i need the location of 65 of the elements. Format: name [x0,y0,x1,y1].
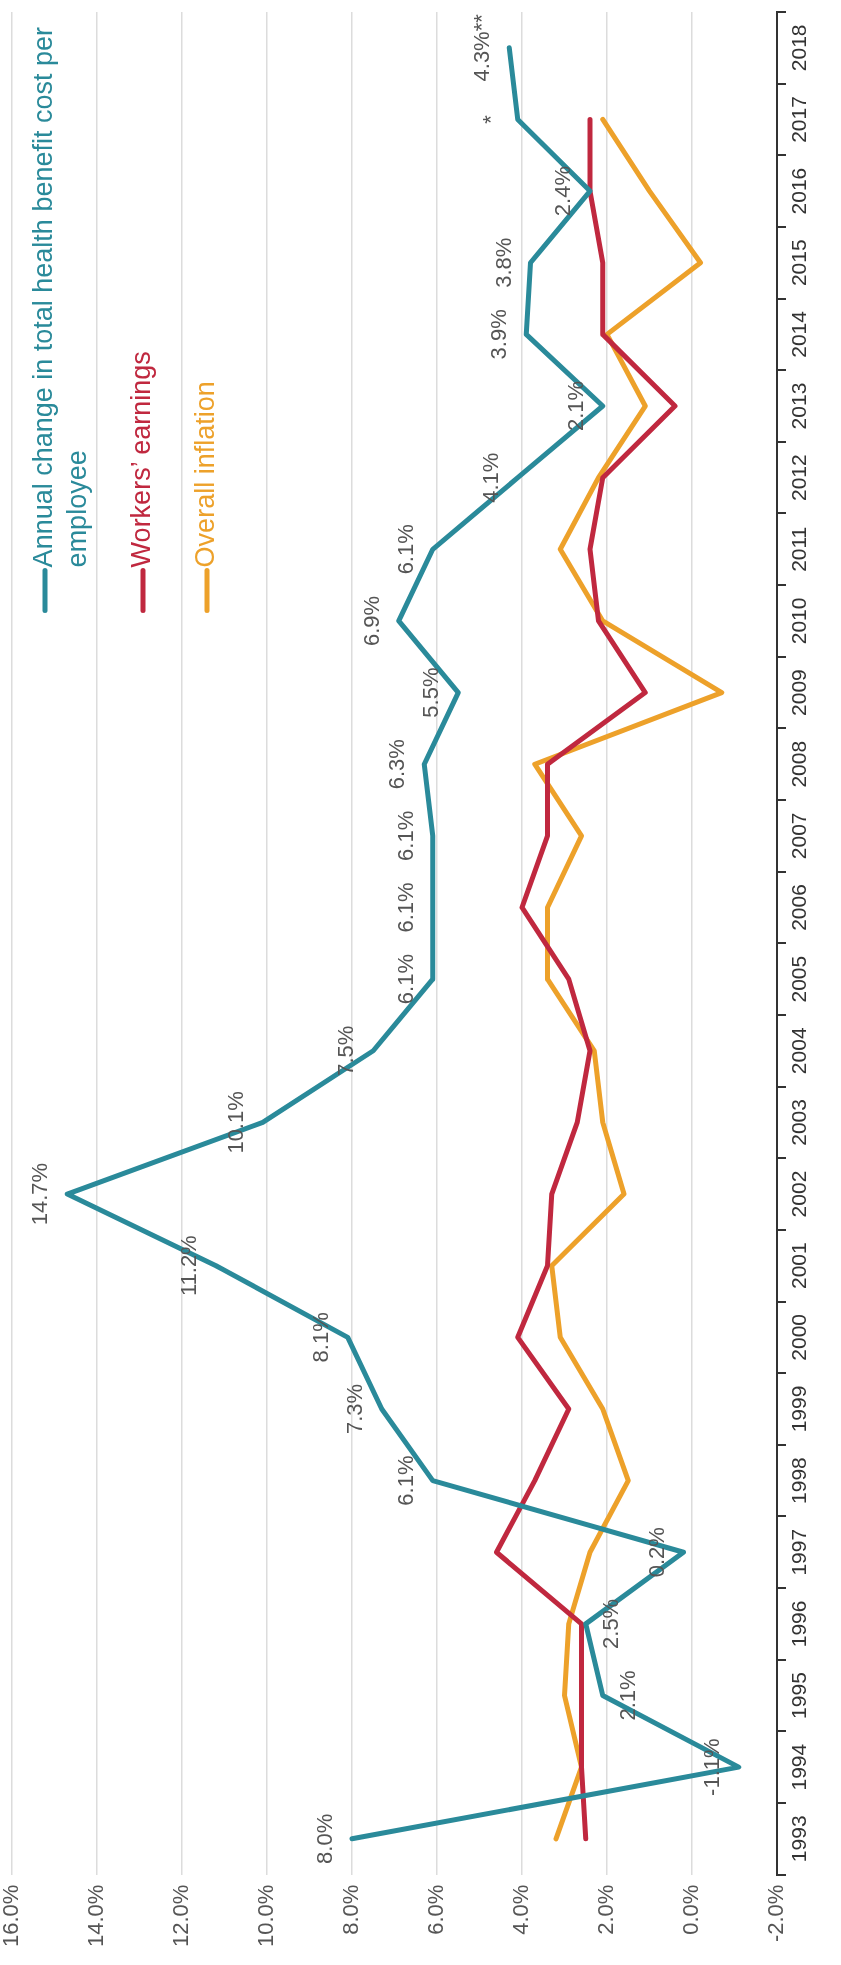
y-tick-label: 1996 [787,1600,811,1648]
x-tick-label: 8.0% [338,1884,364,1935]
y-tick-label: 2009 [787,669,811,716]
y-tick-label: 1993 [787,1815,811,1863]
y-tick-label: 2002 [787,1170,811,1218]
x-tick-label: 16.0% [0,1884,24,1948]
data-label: 3.9% [486,309,512,360]
data-label: 5.5% [418,667,444,718]
data-label: 10.1% [222,1091,248,1154]
data-label: 4.1% [477,452,503,503]
y-tick-label: 2015 [787,239,811,287]
data-label: 0.2% [643,1527,669,1578]
data-label: 4.3%** [469,13,495,82]
y-tick-label: 2007 [787,812,811,860]
text: Annual change in total health benefit cost per employee [28,26,93,568]
data-label: 8.0% [312,1813,338,1864]
y-tick-label: 2005 [787,955,811,1003]
y-tick-label: 2016 [787,167,811,215]
data-label: 2.1% [614,1670,640,1721]
y-tick-label: 2008 [787,740,811,788]
y-tick-label: 2011 [787,526,811,572]
y-tick-label: 2018 [787,24,811,72]
y-tick-label: 2000 [787,1313,811,1361]
y-tick-label: 2012 [787,454,811,502]
x-tick-label: 6.0% [423,1884,449,1935]
y-tick-label: 2003 [787,1099,811,1146]
y-tick-label: 1995 [787,1672,811,1719]
y-tick-label: 1998 [787,1457,811,1504]
data-label: 3.8% [490,237,516,288]
x-tick-label: 0.0% [678,1884,704,1935]
y-tick-label: 2014 [787,310,811,358]
y-tick-label: 1997 [787,1528,811,1576]
data-label: -1.1% [698,1738,724,1796]
data-label: 6.3% [384,739,410,790]
y-tick-label: 2004 [787,1027,811,1075]
y-tick-label: 2017 [787,96,811,143]
data-label: 8.1% [307,1312,333,1363]
x-tick-label: 14.0% [83,1884,109,1948]
x-tick-label: 12.0% [168,1884,194,1948]
y-tick-label: 2001 [787,1242,811,1290]
text: Workers’ earnings [126,351,157,568]
data-label: 6.1% [392,1455,418,1506]
data-label: 2.5% [597,1598,623,1649]
data-label: 11.2% [176,1235,202,1297]
y-tick-label: 1999 [787,1385,811,1433]
data-label: 2.1% [562,380,588,432]
y-tick-label: 1994 [787,1743,811,1791]
y-tick-label: 2010 [787,597,811,645]
data-label: 6.1% [392,954,418,1005]
data-label: * [477,114,503,124]
data-label: 14.7% [27,1162,53,1226]
text: Overall inflation [190,381,221,568]
y-tick-label: 2013 [787,382,811,430]
data-label: 6.9% [358,595,384,647]
data-label: 7.5% [333,1025,359,1076]
data-label: 2.4% [550,166,576,217]
data-label: 7.3% [341,1383,367,1435]
x-tick-label: 10.0% [253,1884,279,1948]
x-tick-label: 4.0% [508,1884,534,1935]
y-tick-label: 2006 [787,884,811,931]
data-label: 6.1% [392,882,418,933]
x-tick-label: -2.0% [763,1884,789,1943]
data-label: 6.1% [392,524,418,575]
data-label: 6.1% [392,810,418,861]
x-tick-label: 2.0% [593,1884,619,1935]
